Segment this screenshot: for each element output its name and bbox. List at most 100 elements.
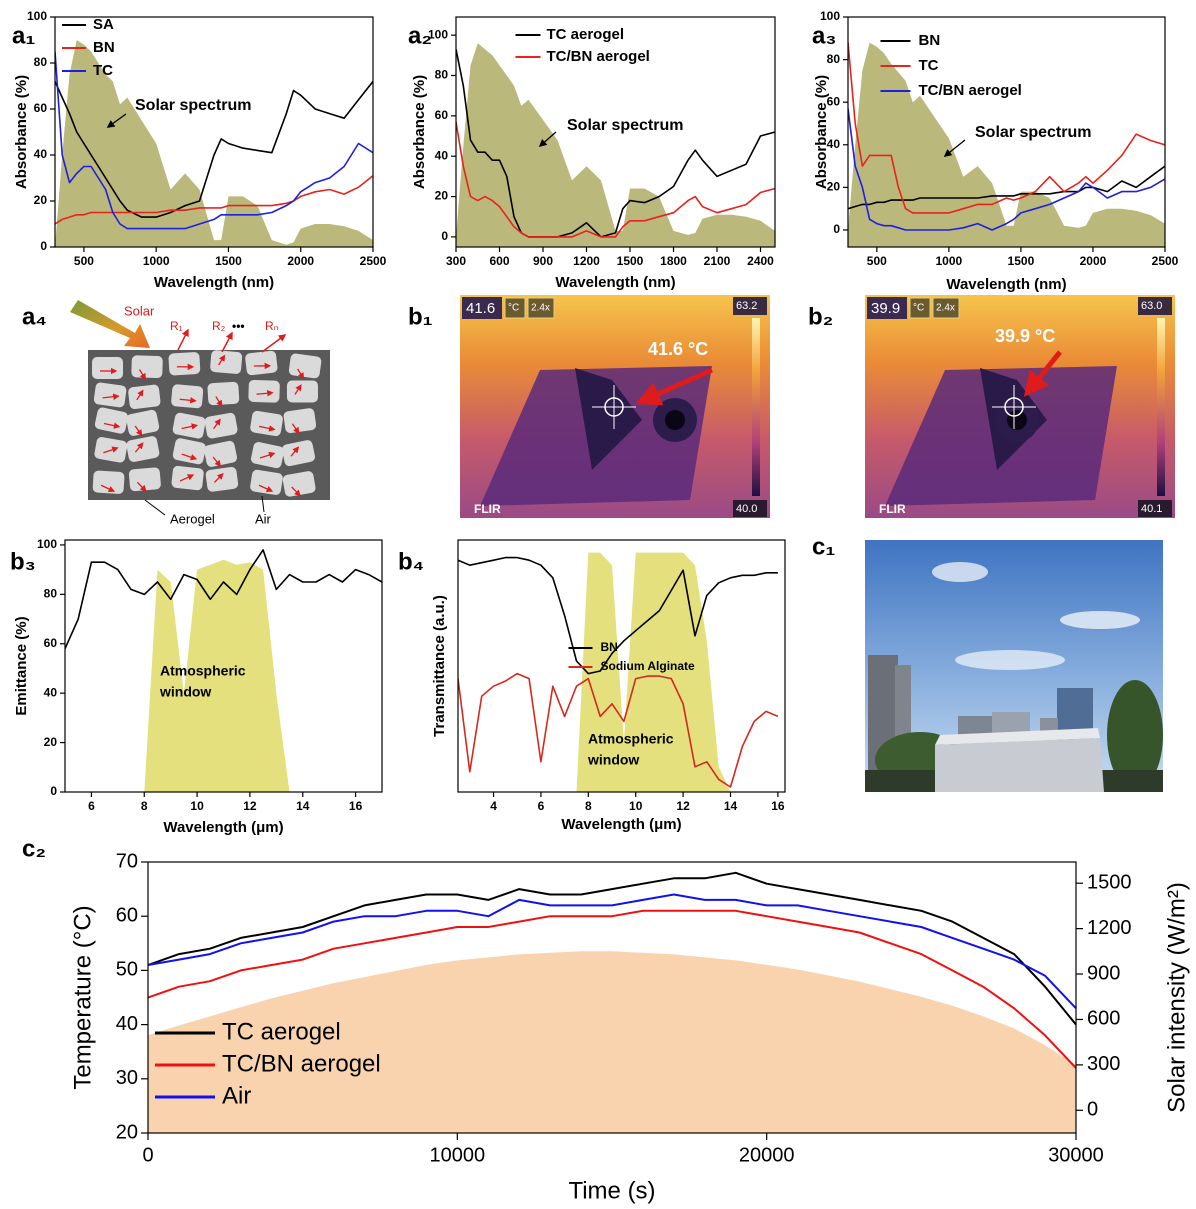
pore-cell — [92, 470, 125, 494]
data-line — [55, 175, 373, 225]
rooftop-photo — [865, 540, 1163, 792]
pore-cell — [286, 380, 318, 403]
x-tick-label: 8 — [141, 799, 148, 813]
pore-cell — [126, 409, 160, 436]
annotation: window — [159, 684, 211, 700]
x-axis-label: Wavelength (nm) — [555, 274, 675, 291]
spot-temperature: 39.9 °C — [995, 326, 1055, 346]
data-line — [458, 672, 779, 788]
scatter-arrow — [103, 422, 121, 429]
scatter-arrow — [136, 389, 144, 401]
y-tick-label: 80 — [34, 55, 48, 69]
x-tick-label: 1500 — [617, 254, 644, 268]
y-tick-label: 20 — [34, 193, 48, 207]
aerogel-label: Aerogel — [170, 511, 215, 526]
panel-label: b₂ — [808, 303, 833, 330]
zoom-box — [527, 297, 555, 319]
ellipsis: ••• — [232, 319, 245, 333]
pore-cell — [128, 467, 161, 492]
scatter-arrow — [134, 425, 143, 437]
readout-box — [867, 297, 907, 319]
scatter-arrow — [181, 423, 199, 430]
y-tick-label: 60 — [116, 904, 138, 926]
data-line — [148, 871, 1076, 1026]
scale-bar — [752, 318, 760, 496]
plot-frame — [54, 16, 374, 248]
scale-bar — [1157, 318, 1165, 496]
pore-cell — [250, 469, 283, 495]
legend-label: BN — [93, 39, 115, 56]
y2-tick-label: 1500 — [1087, 871, 1132, 893]
scatter-arrow — [291, 423, 300, 434]
y2-tick-label: 300 — [1087, 1053, 1120, 1075]
x-tick-label: 1000 — [143, 254, 170, 268]
legend-label: TC/BN aerogel — [547, 48, 650, 65]
scale-min: 40.1 — [1141, 503, 1162, 515]
pointer-arrow — [1023, 350, 1062, 397]
scale-max: 63.0 — [1141, 300, 1162, 312]
pore-cell — [288, 353, 322, 379]
y-axis-label: Absorbance (%) — [813, 75, 830, 189]
y-tick-label: 0 — [833, 222, 840, 236]
brand: FLIR — [474, 502, 501, 516]
crosshair-lines — [992, 385, 1036, 429]
reflection-label: R₁ — [170, 319, 183, 333]
x-tick-label: 1800 — [660, 254, 687, 268]
annotation-arrow — [538, 131, 557, 148]
scale-min-box — [733, 500, 767, 517]
scatter-arrow — [134, 442, 144, 453]
pore-cell — [168, 352, 201, 376]
x-tick-label: 600 — [489, 254, 509, 268]
x-tick-label: 12 — [243, 799, 257, 813]
zoom-box — [932, 297, 960, 319]
x-tick-label: 8 — [585, 799, 592, 813]
y-tick-label: 80 — [435, 68, 449, 82]
scatter-arrow — [294, 384, 302, 395]
x-tick-label: 10 — [629, 799, 643, 813]
y2-tick-label: 600 — [1087, 1008, 1120, 1030]
panel-label: b₁ — [408, 303, 433, 330]
x-tick-label: 300 — [446, 254, 466, 268]
pore-cells — [92, 350, 322, 497]
chart-panel: 0 10000 20000 30000 20 30 40 50 60 70 0 300 600 900 12… — [22, 835, 1190, 1204]
x-tick-label: 2100 — [704, 254, 731, 268]
panel-label: a₄ — [22, 303, 47, 330]
legend-label: TC/BN aerogel — [919, 82, 1022, 99]
pore-cell — [172, 438, 206, 465]
zoom: 2.4x — [531, 303, 550, 314]
y-tick-label: 20 — [827, 180, 841, 194]
panel-label: b₃ — [10, 548, 36, 575]
annotation-arrow — [106, 113, 127, 128]
sample-ring-hole — [1007, 410, 1027, 430]
y-tick-label: 0 — [50, 784, 57, 798]
x-axis-label: Wavelength (nm) — [946, 276, 1066, 293]
tree — [1107, 680, 1163, 790]
plot-frame — [147, 861, 1077, 1134]
reflection-label: R₂ — [212, 319, 226, 333]
data-line — [848, 108, 1165, 231]
readout: 41.6 — [466, 300, 495, 317]
y-tick-label: 100 — [820, 9, 840, 23]
x-tick-label: 16 — [771, 799, 785, 813]
data-line — [458, 556, 778, 675]
y-tick-label: 20 — [44, 735, 58, 749]
y-tick-label: 70 — [116, 850, 138, 872]
x-tick-label: 2400 — [747, 254, 774, 268]
reflection-label: Rₙ — [265, 319, 279, 333]
pore-cell — [93, 382, 127, 408]
annotation-arrow — [943, 139, 966, 157]
chart-panel: 500 1000 1500 2000 2500 0 20 40 60 80 100 Wavelengt… — [12, 9, 387, 291]
y-tick-label: 40 — [34, 147, 48, 161]
x-tick-label: 1500 — [215, 254, 242, 268]
pointer-arrow — [635, 367, 714, 406]
unit-box — [909, 297, 931, 319]
pore-cell — [171, 384, 204, 409]
pore-cell — [204, 412, 238, 439]
x-tick-label: 14 — [724, 799, 738, 813]
scatter-arrow — [136, 481, 147, 492]
x-axis-label: Wavelength (nm) — [154, 274, 274, 291]
annotation: Solar spectrum — [567, 117, 683, 134]
sample-piece — [575, 368, 642, 470]
pore-cell — [128, 384, 161, 409]
